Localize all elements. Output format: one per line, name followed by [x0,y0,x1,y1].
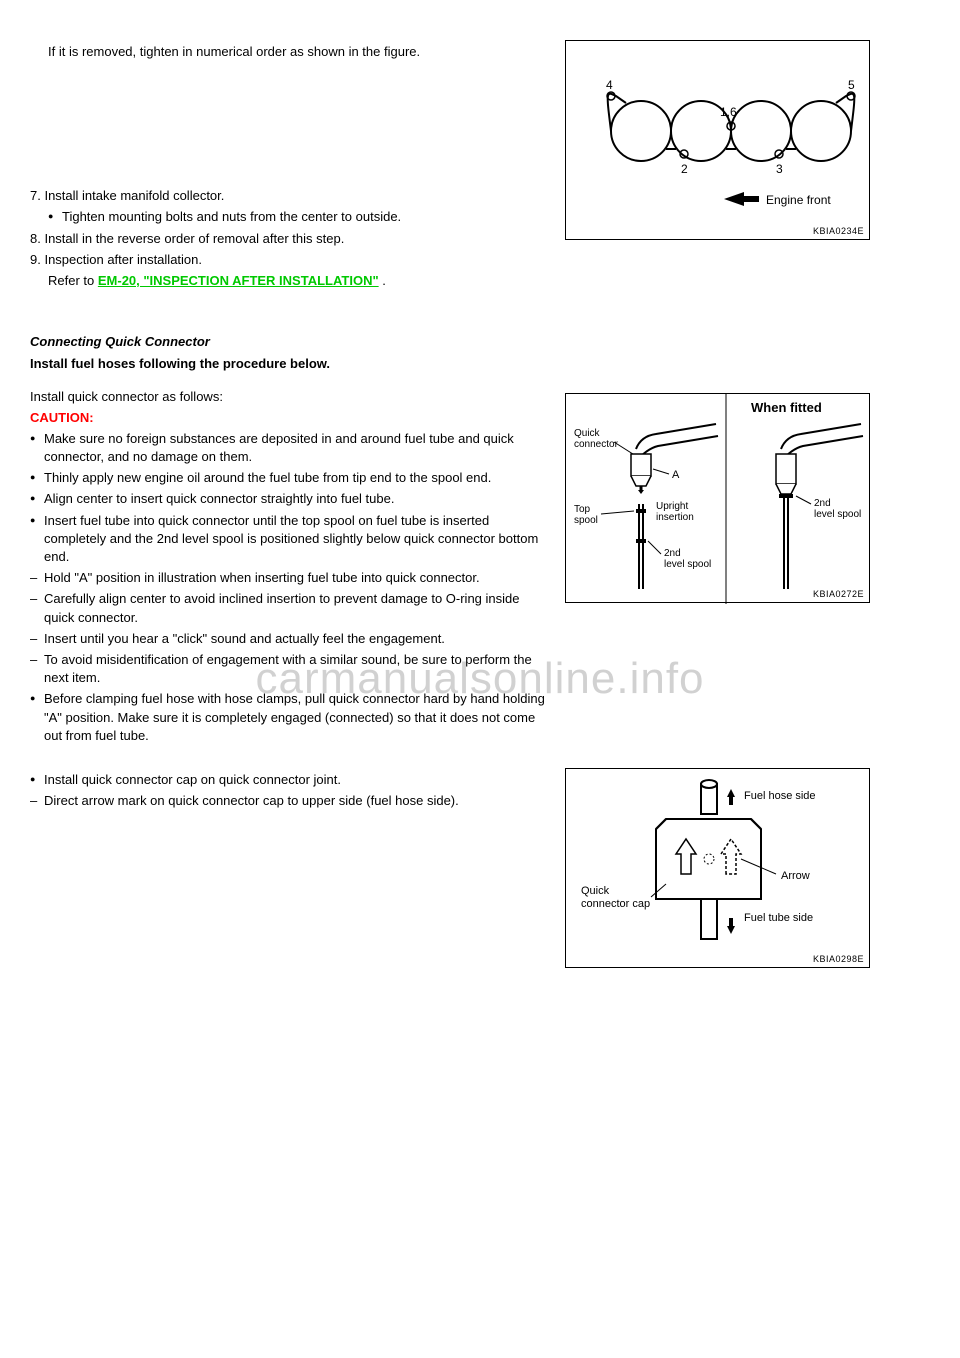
figure3: Fuel hose side Arrow Quick connector cap [565,768,870,968]
caution-label: CAUTION: [30,409,550,427]
fig1-n5: 5 [848,78,855,92]
fig1-n4: 4 [606,78,613,92]
svg-text:Arrow: Arrow [781,870,810,882]
s3-dash: Direct arrow mark on quick connector cap… [30,792,550,810]
section2-intro-b: Install quick connector as follows: [30,388,550,406]
fig1-center: 1,6 [720,105,737,119]
s2-bullet2-0: Before clamping fuel hose with hose clam… [30,690,550,745]
svg-text:Quick: Quick [574,428,601,439]
s3-bullet: Install quick connector cap on quick con… [30,771,550,789]
fig2-when-fitted: When fitted [751,400,822,415]
s2-bullet-0: Make sure no foreign substances are depo… [30,430,550,466]
svg-text:Quick: Quick [581,885,610,897]
fig1-n3: 3 [776,162,783,176]
figure1-id: KBIA0234E [813,226,864,236]
section2-heading: Connecting Quick Connector [30,333,550,351]
fig1-engine-front: Engine front [766,193,831,207]
section2-intro-a: Install fuel hoses following the procedu… [30,355,550,373]
step8: 8. Install in the reverse order of remov… [30,230,550,248]
svg-text:spool: spool [574,515,598,526]
svg-text:connector: connector [574,439,619,450]
figure2: When fitted Quick connector A [565,393,870,603]
svg-text:Upright: Upright [656,501,688,512]
figure2-id: KBIA0272E [813,589,864,599]
section1-line1: If it is removed, tighten in numerical o… [48,43,550,61]
svg-text:connector cap: connector cap [581,898,650,910]
svg-text:Top: Top [574,504,591,515]
step9-ref: Refer to EM-20, "INSPECTION AFTER INSTAL… [48,272,550,290]
svg-text:2nd: 2nd [814,498,831,509]
svg-text:A: A [672,469,680,481]
svg-text:insertion: insertion [656,512,694,523]
svg-text:Fuel hose side: Fuel hose side [744,790,816,802]
figure1: 4 5 1,6 2 3 Engine front KBIA0234E [565,40,870,240]
step9: 9. Inspection after installation. [30,251,550,269]
s2-bullet-3: Insert fuel tube into quick connector un… [30,512,550,567]
svg-text:level spool: level spool [664,559,711,570]
s2-dash-1: Carefully align center to avoid inclined… [30,590,550,626]
s2-dash-2: Insert until you hear a "click" sound an… [30,630,550,648]
s2-dash-3: To avoid misidentification of engagement… [30,651,550,687]
figure3-id: KBIA0298E [813,954,864,964]
step7: 7. Install intake manifold collector. [30,187,550,205]
step7-bullet: Tighten mounting bolts and nuts from the… [48,208,550,226]
fig1-n2: 2 [681,162,688,176]
s2-bullet-1: Thinly apply new engine oil around the f… [30,469,550,487]
inspection-link[interactable]: EM-20, "INSPECTION AFTER INSTALLATION" [98,273,379,288]
svg-text:Fuel tube side: Fuel tube side [744,912,813,924]
svg-text:2nd: 2nd [664,548,681,559]
svg-text:level spool: level spool [814,509,861,520]
s2-bullet-2: Align center to insert quick connector s… [30,490,550,508]
s2-dash-0: Hold "A" position in illustration when i… [30,569,550,587]
